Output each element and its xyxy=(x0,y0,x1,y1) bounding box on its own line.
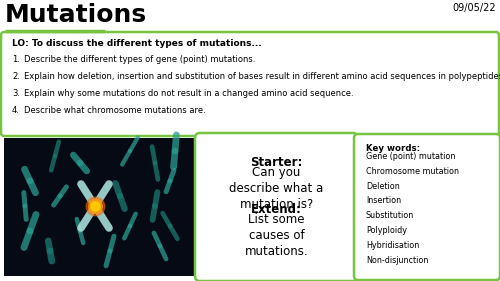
Text: Mutations: Mutations xyxy=(5,3,147,27)
Text: Substitution: Substitution xyxy=(366,211,414,220)
Text: Describe the different types of gene (point) mutations.: Describe the different types of gene (po… xyxy=(24,55,256,64)
Text: 2.: 2. xyxy=(12,72,20,81)
Text: Insertion: Insertion xyxy=(366,196,401,205)
Text: 3.: 3. xyxy=(12,89,20,98)
Text: List some
causes of
mutations.: List some causes of mutations. xyxy=(244,213,308,258)
FancyBboxPatch shape xyxy=(354,134,500,280)
Text: 09/05/22: 09/05/22 xyxy=(452,3,496,13)
Point xyxy=(91,204,99,208)
Text: LO: To discuss the different types of mutations...: LO: To discuss the different types of mu… xyxy=(12,39,262,48)
FancyBboxPatch shape xyxy=(4,138,194,276)
Text: 4.: 4. xyxy=(12,106,20,115)
FancyBboxPatch shape xyxy=(1,32,499,136)
FancyBboxPatch shape xyxy=(195,133,358,281)
Text: Chromosome mutation: Chromosome mutation xyxy=(366,167,459,176)
Text: Describe what chromosome mutations are.: Describe what chromosome mutations are. xyxy=(24,106,206,115)
Point xyxy=(91,204,99,208)
Text: Explain why some mutations do not result in a changed amino acid sequence.: Explain why some mutations do not result… xyxy=(24,89,353,98)
Text: Non-disjunction: Non-disjunction xyxy=(366,256,428,265)
Text: Deletion: Deletion xyxy=(366,182,400,191)
Text: Can you
describe what a
mutation is?: Can you describe what a mutation is? xyxy=(230,166,324,211)
Text: Explain how deletion, insertion and substitution of bases result in different am: Explain how deletion, insertion and subs… xyxy=(24,72,500,81)
Text: 1.: 1. xyxy=(12,55,20,64)
Text: Polyploidy: Polyploidy xyxy=(366,226,407,235)
Text: Hybridisation: Hybridisation xyxy=(366,241,419,250)
Point xyxy=(91,204,99,208)
Text: Extend:: Extend: xyxy=(251,203,302,216)
Text: Starter:: Starter: xyxy=(250,156,302,169)
Text: Gene (point) mutation: Gene (point) mutation xyxy=(366,152,456,161)
Text: Key words:: Key words: xyxy=(366,144,420,153)
